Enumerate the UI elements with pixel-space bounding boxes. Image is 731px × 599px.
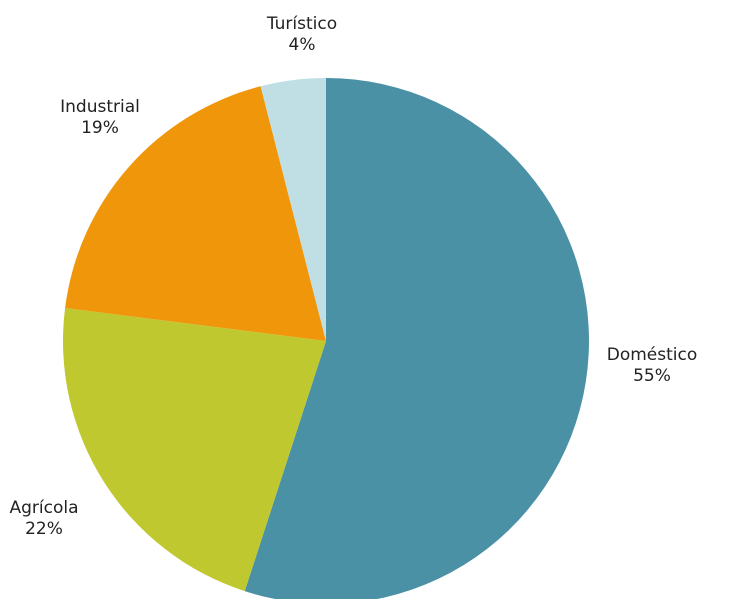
pie-slice bbox=[260, 78, 326, 341]
pie-slice bbox=[63, 308, 327, 592]
slice-value: 19% bbox=[81, 118, 119, 138]
slice-label: Turístico bbox=[266, 14, 337, 34]
pie-slice bbox=[244, 78, 589, 599]
pie-slice bbox=[65, 86, 326, 341]
slice-label: Agrícola bbox=[9, 498, 78, 518]
slice-value: 55% bbox=[633, 366, 671, 386]
slice-value: 22% bbox=[25, 519, 63, 539]
slice-label: Doméstico bbox=[607, 345, 698, 365]
slice-label: Industrial bbox=[60, 97, 140, 117]
slice-value: 4% bbox=[289, 35, 316, 55]
